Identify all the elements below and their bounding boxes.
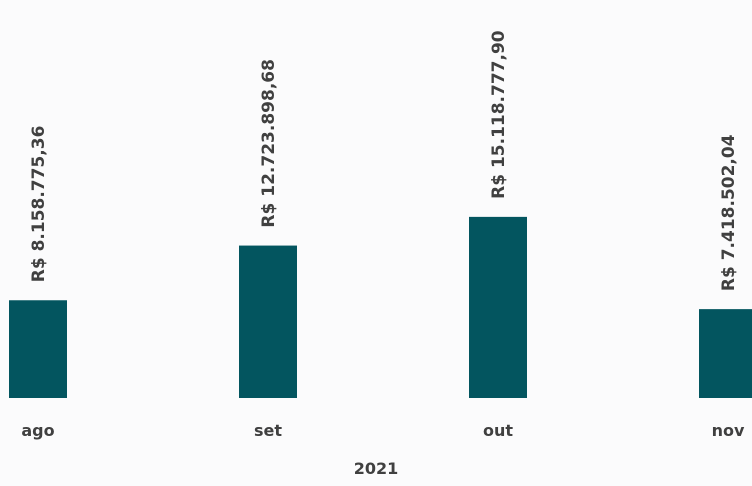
x-tick-label-out: out [483,421,513,440]
x-tick-label-set: set [254,421,282,440]
data-label-set: R$ 12.723.898,68 [259,59,279,228]
data-label-nov: R$ 7.418.502,04 [719,134,739,291]
data-label-out: R$ 15.118.777,90 [489,30,509,199]
labels-layer: R$ 8.158.775,36 ago R$ 12.723.898,68 set R$ … [21,30,745,440]
bar-ago [9,300,67,398]
x-tick-label-ago: ago [21,421,54,440]
bar-out [469,216,527,398]
data-label-ago: R$ 8.158.775,36 [29,126,49,283]
bar-set [239,245,297,398]
x-group-label: 2021 [354,459,399,478]
bars-layer [9,216,752,398]
x-tick-label-nov: nov [712,421,745,440]
bar-nov [699,309,752,398]
